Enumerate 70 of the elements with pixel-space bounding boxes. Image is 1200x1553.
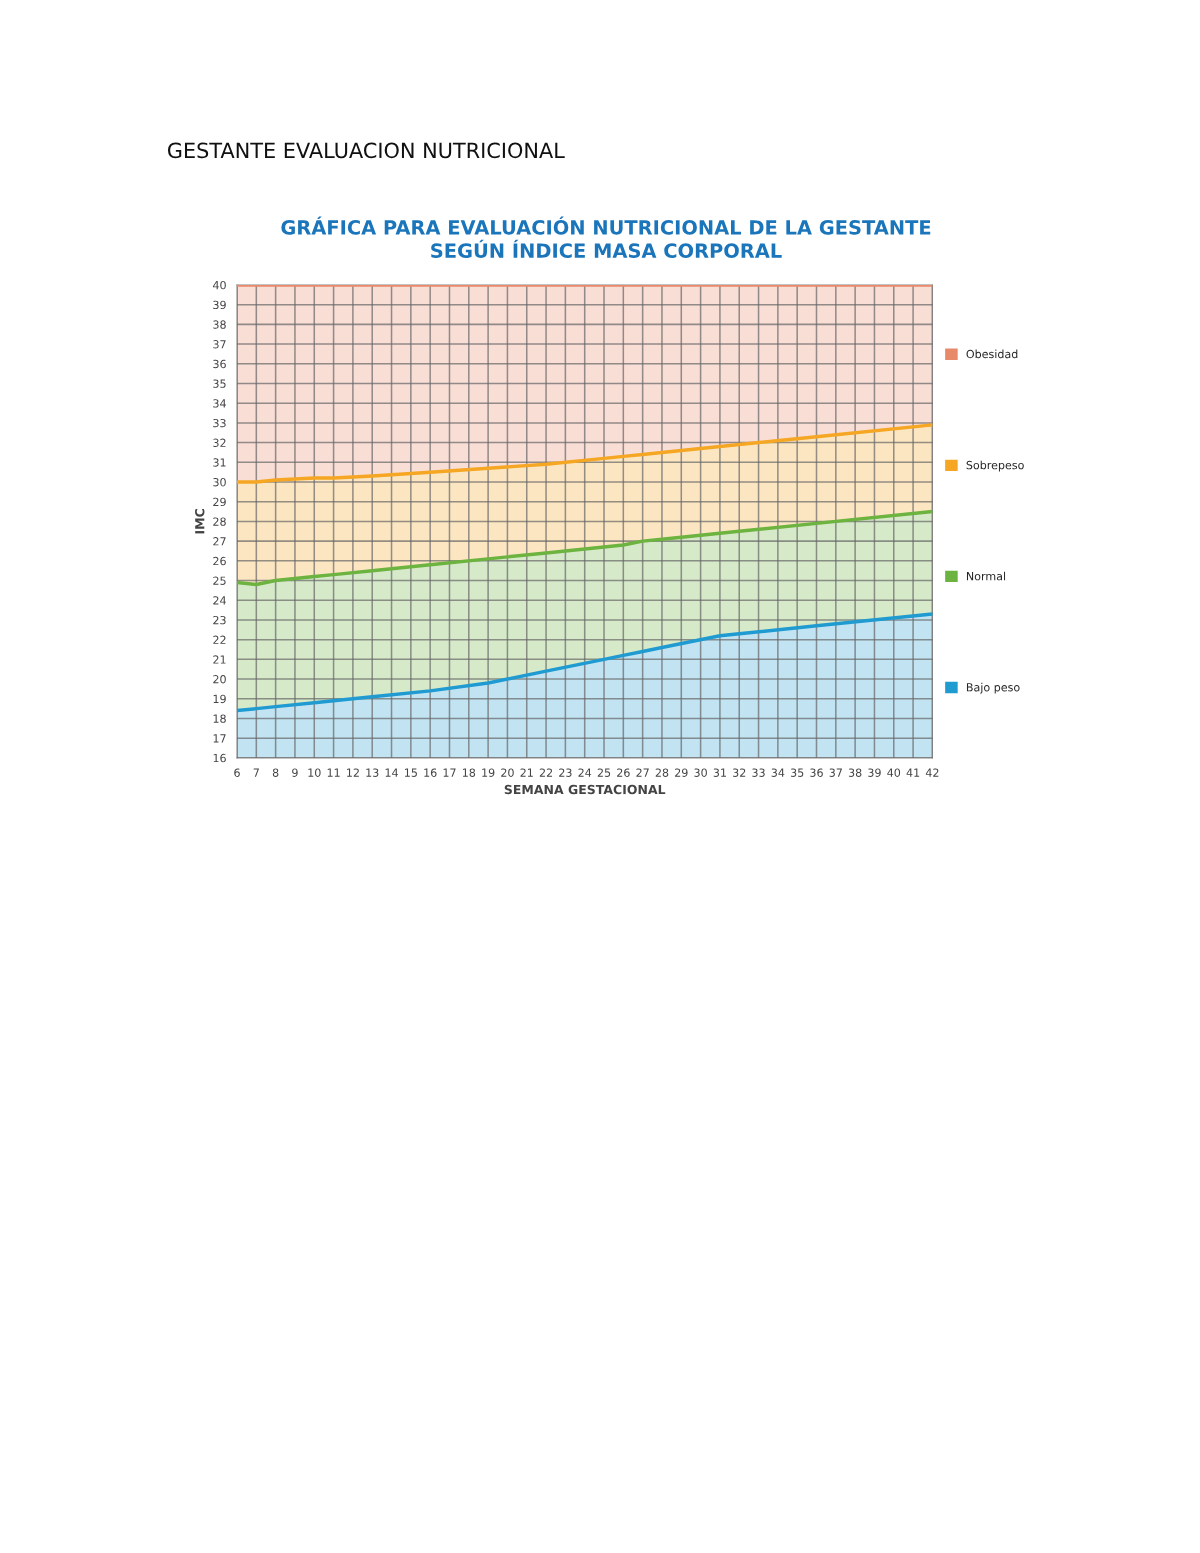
x-tick-label: 27 [636,768,649,777]
x-tick-label: 21 [520,768,533,777]
y-tick-label: 30 [213,477,226,487]
x-tick-label: 28 [655,768,669,777]
y-tick-label: 24 [213,596,226,605]
y-tick-label: 27 [213,537,226,546]
y-tick-label: 29 [213,497,226,507]
chart-title: GRÁFICA PARA EVALUACIÓN NUTRICIONAL DE LA GESTANTE SEGÚN ÍNDICE MASA CORPORAL [281,216,931,258]
x-tick-label: 25 [597,768,611,777]
y-tick-label: 38 [213,320,226,329]
legend-label: Obesidad [966,349,1018,359]
x-tick-label: 38 [848,768,862,777]
x-tick-label: 10 [308,768,321,777]
x-tick-label: 6 [234,768,240,777]
text: GESTANTE EVALUACION NUTRICIONAL [167,142,565,159]
y-tick-label: 26 [213,556,226,566]
x-tick-label: 13 [366,768,379,777]
y-tick-label: 19 [213,694,226,704]
x-tick-label: 23 [559,768,572,777]
legend-label: Bajo peso [966,682,1020,694]
x-tick-label: 36 [810,768,823,777]
y-tick-label: 39 [213,300,226,310]
x-tick-label: 33 [752,768,765,777]
y-tick-label: 35 [213,379,226,388]
x-tick-label: 29 [675,768,688,777]
x-tick-label: 20 [501,768,514,777]
y-tick-label: 20 [213,675,226,684]
x-tick-label: 18 [462,768,476,777]
y-tick-label: 37 [213,340,226,349]
x-tick-label: 9 [292,768,298,777]
y-tick-label: 17 [213,734,226,743]
legend-label: Normal [966,571,1006,581]
x-tick-label: 42 [925,768,939,777]
x-tick-label: 39 [868,768,881,777]
x-axis-title: SEMANA GESTACIONAL [504,784,666,795]
x-tick-label: 11 [327,768,340,777]
x-tick-label: 40 [887,768,901,777]
y-tick-label: 32 [213,438,226,447]
y-tick-label: 40 [212,280,226,290]
y-tick-label: 33 [213,418,226,428]
x-tick-label: 26 [617,768,630,777]
x-tick-label: 16 [424,768,437,777]
x-tick-label: 31 [713,768,726,777]
x-tick-label: 32 [733,768,746,777]
y-tick-label: 18 [213,714,226,723]
y-tick-label: 25 [213,576,226,585]
x-tick-label: 35 [790,768,804,777]
x-tick-label: 37 [829,768,842,777]
x-tick-label: 14 [385,768,398,777]
x-tick-label: 17 [443,768,456,777]
x-tick-label: 34 [771,768,785,777]
y-tick-label: 22 [213,635,226,644]
y-tick-label: 36 [213,359,226,369]
y-tick-label: 23 [213,615,226,625]
x-tick-label: 19 [482,768,495,777]
x-tick-label: 15 [405,768,417,777]
legend-label: Sobrepeso [966,460,1024,472]
x-tick-label: 12 [347,768,359,777]
y-tick-label: 28 [213,517,226,526]
y-tick-label: 34 [213,399,226,408]
y-tick-label: 31 [213,458,226,467]
x-tick-label: 24 [578,768,592,777]
x-tick-label: 8 [272,768,279,777]
x-tick-label: 30 [694,768,707,777]
x-tick-label: 7 [253,768,259,777]
y-tick-label: 16 [213,753,226,763]
y-tick-label: 21 [213,655,226,664]
x-tick-label: 41 [906,768,920,777]
y-axis-title: IMC [195,509,205,534]
x-tick-label: 22 [539,768,553,777]
